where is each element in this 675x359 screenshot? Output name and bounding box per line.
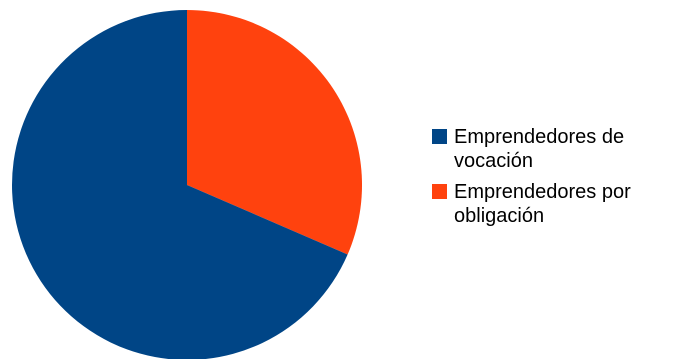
- legend-swatch-vocacion: [432, 129, 447, 144]
- legend-label-vocacion: Emprendedores de vocación: [454, 126, 625, 172]
- chart-legend: Emprendedores de vocación Emprendedores …: [432, 125, 672, 228]
- legend-item-obligacion: Emprendedores por obligación: [432, 180, 672, 228]
- pie-slice-vocacion: [12, 10, 348, 359]
- pie-slice-obligacion: [187, 10, 363, 255]
- legend-label-obligacion: Emprendedores por obligación: [454, 181, 631, 227]
- legend-swatch-obligacion: [432, 184, 447, 199]
- legend-item-vocacion: Emprendedores de vocación: [432, 125, 672, 173]
